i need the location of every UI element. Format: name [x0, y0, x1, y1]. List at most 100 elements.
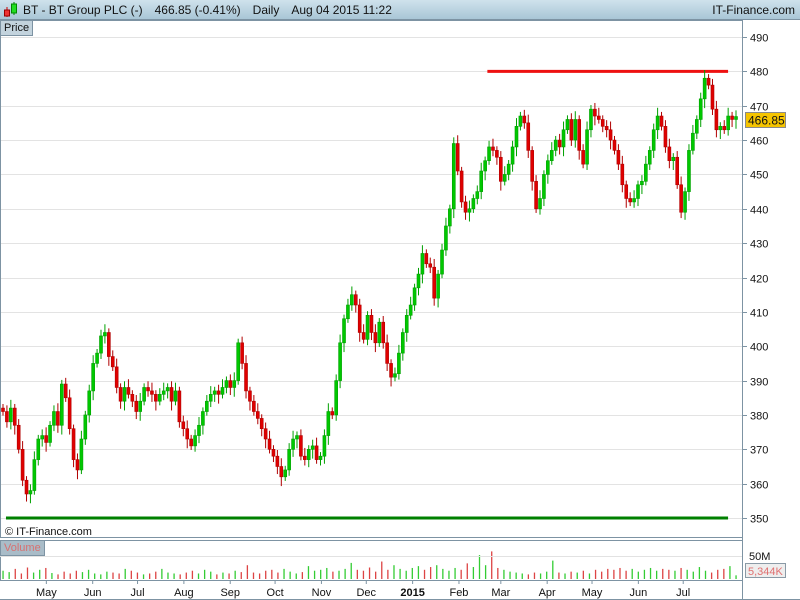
- candle-up: [440, 243, 444, 279]
- y-tick-label: 470: [750, 102, 768, 114]
- volume-bar: [594, 569, 597, 579]
- candle-body: [59, 383, 64, 426]
- candle-body: [107, 332, 111, 357]
- x-tick-label: Dec: [356, 587, 376, 599]
- candle-body: [722, 126, 727, 131]
- volume-bar: [625, 570, 627, 579]
- horizontal-lines: [5, 69, 729, 520]
- candle-body: [585, 129, 589, 165]
- volume-bar: [112, 572, 114, 579]
- candle-down: [730, 111, 734, 128]
- brand-link[interactable]: IT-Finance.com: [712, 2, 795, 17]
- candle-body: [553, 139, 558, 151]
- candle-body: [299, 435, 303, 457]
- candle-down: [679, 176, 683, 219]
- candle-up: [220, 379, 225, 399]
- candle-body: [16, 424, 21, 450]
- volume-bar: [203, 569, 206, 579]
- candle-down: [612, 135, 617, 155]
- candle-body: [499, 156, 503, 182]
- candle-down: [5, 405, 9, 428]
- volume-bar: [39, 569, 41, 579]
- candle-down: [593, 102, 597, 126]
- candle-down: [628, 192, 632, 207]
- candle-down: [463, 195, 468, 220]
- candle-body: [330, 411, 335, 416]
- volume-bar: [124, 568, 126, 579]
- candle-up: [412, 283, 417, 311]
- candle-body: [255, 411, 260, 419]
- candle-down: [314, 437, 319, 464]
- candle-down: [706, 74, 711, 90]
- candle-up: [404, 309, 409, 342]
- candle-body: [628, 198, 632, 203]
- candle-body: [565, 119, 570, 131]
- candle-body: [424, 253, 429, 265]
- candle-body: [369, 315, 374, 333]
- candle-body: [1, 407, 5, 412]
- y-tick-label: 420: [750, 274, 768, 286]
- volume-bar: [362, 570, 365, 579]
- candle-up: [636, 180, 640, 207]
- volume-bar: [277, 572, 279, 579]
- volume-bar: [45, 567, 47, 579]
- candle-body: [401, 332, 405, 354]
- volume-bar: [368, 567, 371, 579]
- x-tick-label: Jul: [131, 587, 145, 599]
- candle-down: [491, 138, 495, 157]
- candle-down: [150, 382, 154, 402]
- candle-body: [593, 108, 597, 117]
- candle-body: [9, 407, 13, 423]
- last-quote: 466.85 (-0.41%): [154, 2, 241, 17]
- volume-bar: [588, 573, 591, 579]
- candle-body: [193, 435, 197, 447]
- candle-down: [114, 358, 119, 394]
- candle-down: [107, 328, 111, 366]
- candle-up: [393, 367, 397, 382]
- candle-body: [248, 390, 252, 402]
- candle-up: [589, 105, 593, 138]
- candle-body: [244, 363, 248, 392]
- candle-body: [718, 126, 723, 131]
- volume-bar: [375, 571, 377, 579]
- volume-bar: [662, 568, 664, 579]
- candle-body: [40, 435, 44, 440]
- volume-bar: [155, 571, 157, 579]
- candle-down: [495, 146, 499, 165]
- volume-bar: [484, 565, 487, 579]
- candle-body: [644, 163, 648, 182]
- candle-up: [326, 403, 331, 445]
- candle-up: [99, 329, 103, 359]
- volume-panel-frame: [0, 540, 743, 581]
- candle-body: [687, 150, 691, 192]
- candle-down: [373, 324, 378, 353]
- candle-down: [169, 381, 174, 411]
- candle-body: [679, 184, 683, 213]
- candle-down: [279, 458, 284, 487]
- x-tick-label: Jun: [84, 587, 102, 599]
- candle-up: [561, 121, 566, 157]
- volume-bar: [637, 571, 639, 579]
- candle-up: [514, 118, 519, 157]
- candle-body: [150, 390, 154, 395]
- volume-bar: [546, 571, 548, 579]
- volume-bar: [130, 570, 132, 579]
- candle-up: [475, 185, 480, 205]
- candle-up: [467, 200, 472, 222]
- volume-bar: [655, 570, 658, 579]
- candle-body: [87, 390, 92, 416]
- candle-body: [75, 459, 80, 471]
- volume-bar: [515, 572, 517, 579]
- candle-down: [12, 403, 17, 435]
- candle-body: [730, 115, 734, 120]
- volume-bar: [332, 571, 334, 579]
- candle-up: [632, 190, 636, 208]
- candle-body: [91, 363, 95, 392]
- candle-body: [208, 394, 213, 402]
- volume-bar: [326, 567, 328, 579]
- volume-bar: [246, 565, 249, 579]
- volume-bar: [161, 568, 163, 579]
- volume-bar: [51, 573, 53, 579]
- volume-bar: [497, 567, 499, 579]
- volume-bar: [570, 571, 572, 579]
